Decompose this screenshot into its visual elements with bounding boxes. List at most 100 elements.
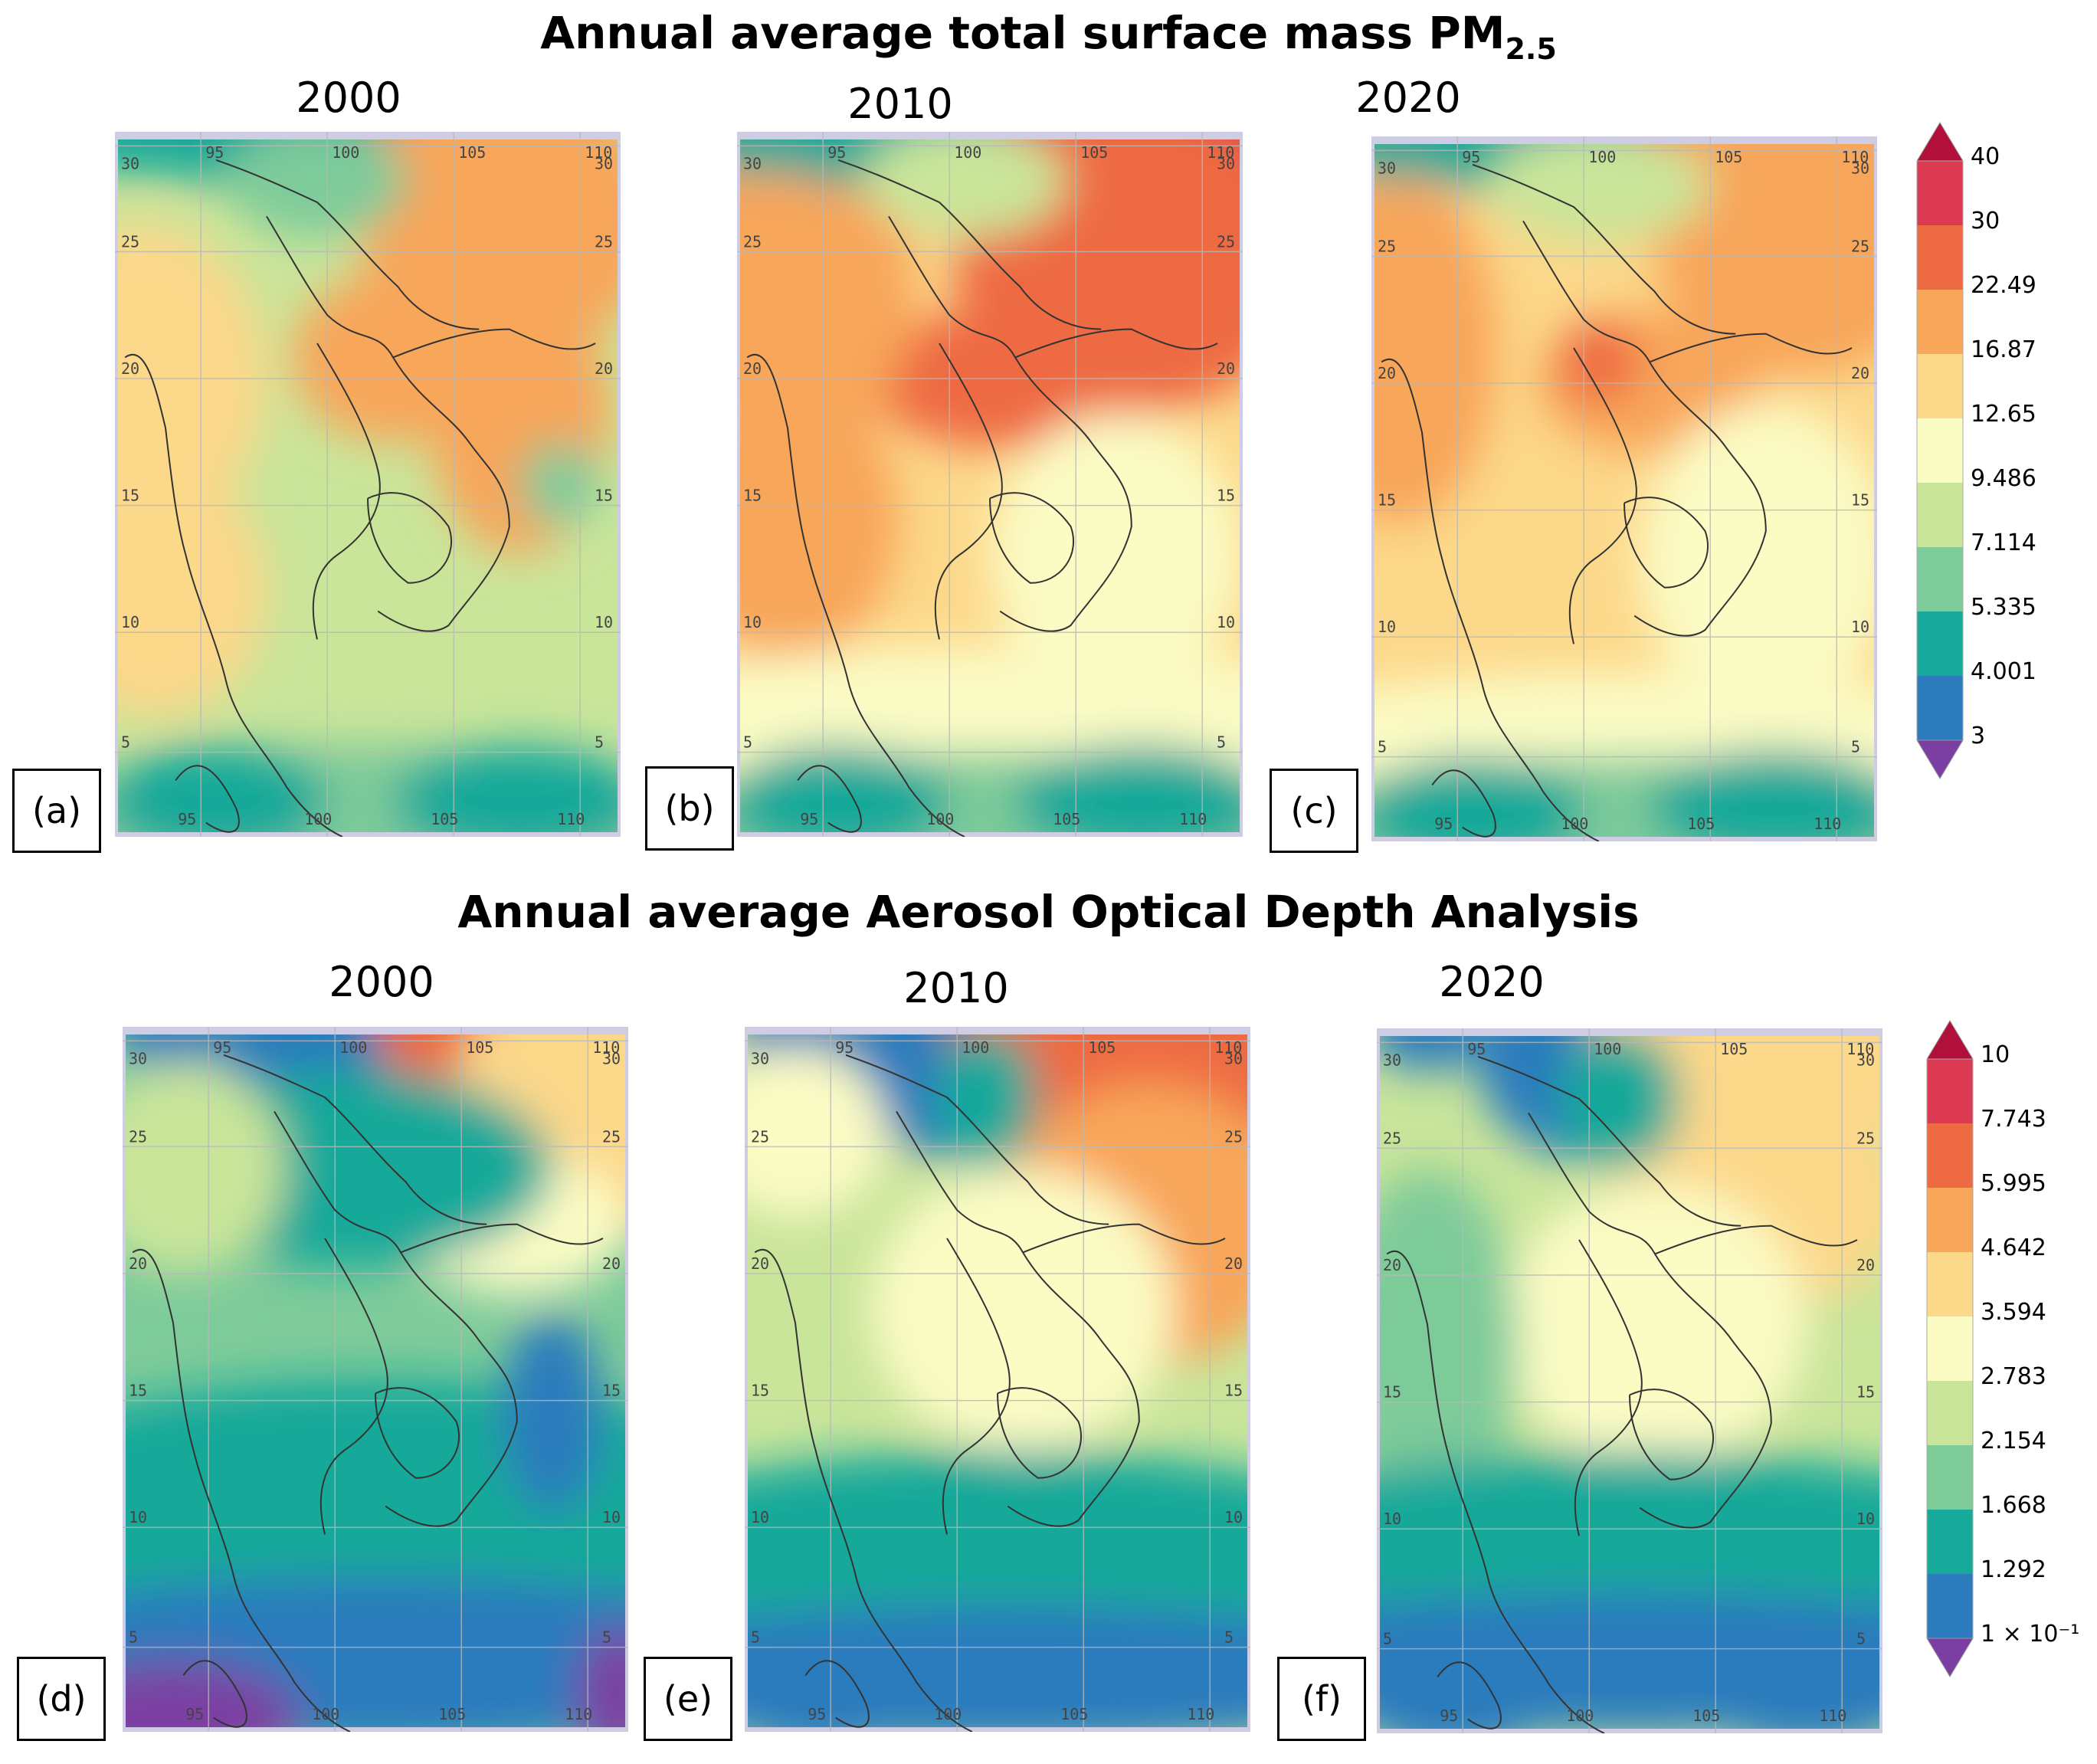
- latitude-label: 5: [1224, 1628, 1234, 1647]
- latitude-label: 5: [743, 733, 752, 752]
- latitude-label: 25: [1383, 1129, 1401, 1147]
- concentration-region: [1680, 1606, 1882, 1733]
- concentration-region: [115, 132, 231, 175]
- concentration-region: [1377, 1169, 1519, 1522]
- colorbar-segment: [1927, 1574, 1973, 1638]
- pm25-section-title: Annual average total surface mass PM2.5: [0, 6, 2097, 76]
- colorbar-segment: [1917, 676, 1963, 740]
- colorbar-segment: [1917, 161, 1963, 225]
- colorbar-segment: [1917, 225, 1963, 290]
- longitude-label: 95: [205, 143, 224, 162]
- latitude-label: 5: [1217, 733, 1226, 752]
- coastline: [319, 1238, 388, 1535]
- colorbar-segment: [1927, 1252, 1973, 1316]
- latitude-label: 25: [1856, 1129, 1875, 1147]
- latitude-label: 10: [1224, 1508, 1243, 1526]
- colorbar-segment: [1917, 290, 1963, 354]
- latitude-label: 15: [129, 1382, 147, 1400]
- concentration-region: [578, 1626, 628, 1732]
- map-panel-c: 95 95 100 100 105 105 110 110 30 30 25 25 20 20 15 15 10…: [1371, 136, 1877, 841]
- coastline: [942, 1238, 1011, 1535]
- coastline: [400, 1223, 604, 1254]
- concentration-region: [123, 1661, 300, 1732]
- longitude-label: 100: [339, 1038, 367, 1057]
- map-panel-b: 95 95 100 100 105 105 110 110 30 30 25 25 20 20 15 15 10…: [737, 132, 1243, 837]
- colorbar-tick-label: 1 × 10⁻¹: [1981, 1621, 2080, 1648]
- coastline: [1629, 1389, 1715, 1480]
- latitude-label: 25: [743, 232, 762, 251]
- coastline: [215, 159, 480, 330]
- colorbar-overflow-triangle: [1926, 1020, 1974, 1060]
- panel-a-year: 2000: [296, 74, 401, 122]
- coastline: [182, 1660, 247, 1728]
- concentration-region: [123, 1062, 285, 1274]
- panel-b-year: 2010: [847, 80, 953, 128]
- colorbar-tick-label: 10: [1981, 1041, 2010, 1068]
- latitude-label: 20: [1383, 1256, 1401, 1274]
- concentration-region: [1503, 1183, 1807, 1466]
- coastline: [888, 215, 1132, 632]
- pm25-title-subscript: 2.5: [1505, 32, 1557, 66]
- concentration-region: [519, 441, 601, 527]
- concentration-region: [990, 414, 1243, 696]
- coastline: [754, 1248, 973, 1732]
- concentration-region: [1487, 136, 1711, 242]
- coastline: [1014, 328, 1218, 359]
- colorbar-underflow-triangle: [1926, 1638, 1974, 1677]
- coastline: [367, 492, 453, 584]
- colorbar-svg: [1916, 122, 1964, 779]
- longitude-label: 105: [1053, 810, 1080, 828]
- latitude-label: 15: [121, 487, 139, 505]
- longitude-label: 100: [304, 810, 332, 828]
- latitude-label: 15: [1383, 1383, 1401, 1402]
- latitude-label: 5: [129, 1628, 138, 1647]
- latitude-label: 20: [1851, 364, 1869, 382]
- longitude-label: 100: [312, 1705, 339, 1723]
- panel-d-year: 2000: [329, 958, 434, 1006]
- longitude-label: 110: [1187, 1705, 1214, 1723]
- concentration-region: [502, 1316, 603, 1513]
- longitude-label: 105: [1692, 1707, 1720, 1725]
- latitude-label: 10: [1851, 618, 1869, 636]
- concentration-region: [737, 132, 854, 175]
- concentration-region: [745, 1048, 886, 1218]
- latitude-label: 25: [121, 232, 139, 251]
- aod-colorbar: [1925, 1019, 1974, 1681]
- coastline: [375, 1387, 460, 1479]
- coastline: [132, 1248, 351, 1732]
- latitude-label: 20: [751, 1254, 769, 1273]
- longitude-label: 95: [1440, 1707, 1458, 1725]
- latitude-label: 30: [1378, 159, 1396, 177]
- latitude-label: 15: [1378, 491, 1396, 510]
- latitude-label: 25: [595, 232, 613, 251]
- pm25-colorbar: [1915, 121, 1964, 783]
- latitude-label: 30: [1217, 154, 1235, 172]
- longitude-label: 110: [1214, 1038, 1242, 1057]
- longitude-label: 110: [565, 1705, 592, 1723]
- colorbar-tick-label: 22.49: [1971, 272, 2036, 299]
- map-panel-e: 95 95 100 100 105 105 110 110 30 30 25 25 20 20 15 15 10…: [745, 1027, 1250, 1732]
- latitude-label: 20: [1224, 1254, 1243, 1273]
- coastline: [837, 159, 1102, 330]
- latitude-label: 30: [121, 154, 139, 172]
- latitude-label: 10: [121, 613, 139, 631]
- longitude-label: 100: [1588, 148, 1616, 166]
- longitude-label: 105: [1687, 815, 1715, 833]
- latitude-label: 30: [595, 154, 613, 172]
- latitude-label: 15: [1851, 491, 1869, 510]
- colorbar-segment: [1927, 1510, 1973, 1574]
- longitude-label: 100: [1566, 1707, 1594, 1725]
- latitude-label: 15: [743, 487, 762, 505]
- longitude-label: 100: [934, 1705, 962, 1723]
- colorbar-tick-label: 1.292: [1981, 1556, 2046, 1583]
- longitude-label: 95: [213, 1038, 231, 1057]
- latitude-label: 10: [751, 1508, 769, 1526]
- concentration-region: [115, 463, 267, 717]
- latitude-label: 25: [1851, 237, 1869, 255]
- colorbar-underflow-triangle: [1916, 739, 1964, 779]
- concentration-region: [1371, 172, 1498, 524]
- colorbar-tick-label: 3: [1971, 723, 1986, 749]
- latitude-label: 15: [602, 1382, 621, 1400]
- colorbar-tick-label: 4.001: [1971, 658, 2036, 685]
